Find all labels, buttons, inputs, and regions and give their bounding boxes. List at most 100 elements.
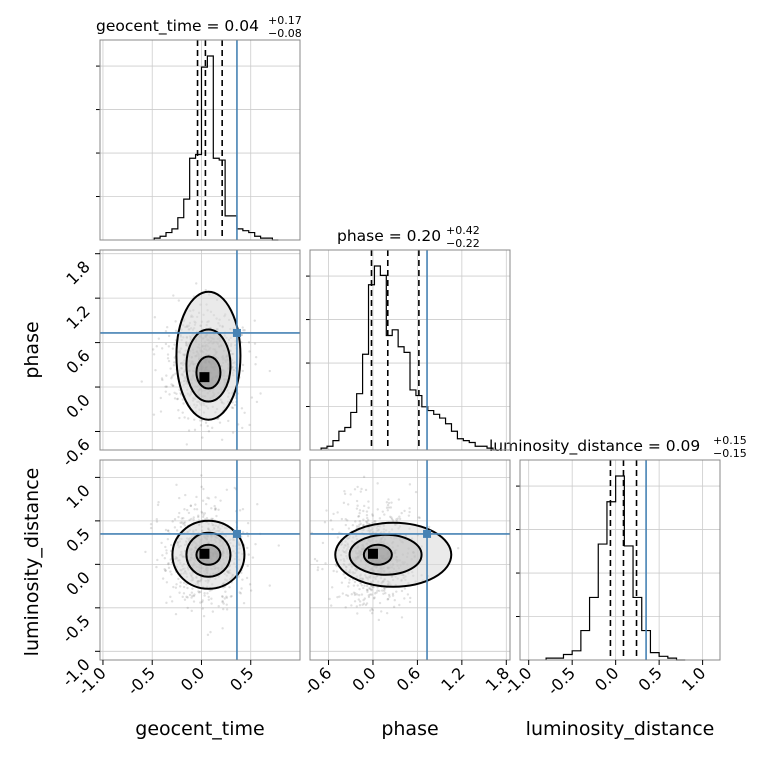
sample-point [357,515,361,518]
hist-panel-luminosity-distance [516,459,721,661]
sample-point [171,347,175,350]
sample-point [376,589,379,592]
sample-point [365,588,369,592]
sample-point [363,584,366,587]
sample-point [358,523,361,527]
sample-point [240,407,244,410]
sample-point [347,527,351,530]
sample-point [178,585,182,588]
sample-point [230,406,234,409]
sample-point [336,595,339,599]
sample-point [225,488,229,491]
grid-phase [310,250,510,450]
sample-point [155,345,158,348]
sample-point [175,583,178,586]
sample-point [182,402,185,405]
sample-point [183,521,187,524]
sample-point [388,595,391,598]
sample-point [165,385,168,388]
sample-point [336,536,340,539]
sample-point [225,603,228,606]
sample-point [200,485,203,489]
sample-point [177,299,181,302]
sample-point [335,570,339,573]
sample-point [182,522,185,526]
ytick-label-phase-1: 0.0 [62,390,93,421]
sample-point [204,288,207,292]
title-luminosity-distance-minus: −0.15 [713,447,747,460]
sample-point [157,337,161,340]
sample-point [160,347,164,350]
sample-point [359,522,362,526]
sample-point [173,397,177,400]
sample-point [170,375,174,378]
sample-point [359,582,362,585]
sample-point [349,493,352,496]
sample-point [188,518,191,522]
sample-point [140,380,143,383]
sample-point [251,556,255,559]
xtick-label-phase-2: 0.6 [393,663,424,694]
sample-point [366,588,369,592]
sample-point [185,583,188,586]
frame-2d-1 [99,459,301,661]
sample-point [355,507,359,510]
sample-point [217,605,220,608]
xtick-label-luminosity-distance-4: 1.0 [678,663,709,694]
sample-point [356,584,359,587]
sample-point [365,584,369,588]
sample-point [400,616,404,619]
sample-point [362,509,365,513]
sample-point [229,595,233,598]
sample-point [189,504,193,508]
sample-point [199,419,202,422]
sample-point [164,390,167,393]
sample-point [177,515,180,519]
sample-point [192,594,196,598]
ytick-label-luminosity-distance-1: -0.5 [58,611,94,647]
sample-point [338,595,341,598]
sample-point [221,600,224,604]
sample-point [203,512,207,515]
sample-point [389,515,392,519]
sample-point [383,587,386,591]
sample-point [371,609,375,612]
sample-point [241,369,244,373]
sample-point [353,488,357,491]
sample-point [176,397,179,401]
sample-point [382,592,385,596]
sample-point [247,553,250,556]
sample-point [211,610,215,613]
sample-point [386,509,389,512]
sample-point [329,604,333,607]
sample-point [156,558,159,562]
sample-point [358,520,361,523]
sample-point [206,424,209,428]
sample-point [246,521,250,525]
sample-point [173,526,177,529]
sample-point [408,507,411,510]
sample-point [157,501,160,504]
sample-point [227,419,230,423]
sample-point [221,595,224,599]
sample-point [374,520,377,523]
sample-point [359,490,362,493]
sample-point [362,504,366,508]
sample-point [206,633,210,637]
sample-point [254,363,257,366]
sample-point [385,501,389,504]
sample-point [215,514,218,518]
sample-point [183,416,186,419]
sample-point [220,438,224,441]
sample-point [398,517,402,521]
sample-point [248,583,252,586]
sample-point [370,588,373,591]
sample-point [159,396,162,400]
sample-point [210,597,213,600]
xtick-label-phase-1: 0.0 [348,663,379,694]
sample-point [179,525,183,529]
sample-point [202,614,206,618]
sample-point [188,593,192,597]
sample-point [385,611,389,615]
sample-point [362,518,365,521]
